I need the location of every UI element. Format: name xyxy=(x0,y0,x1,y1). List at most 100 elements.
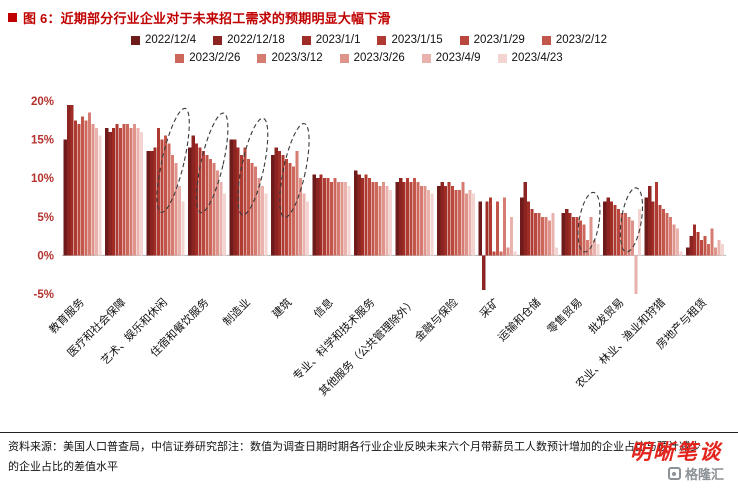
bar xyxy=(437,185,441,256)
bar xyxy=(565,209,569,256)
legend-label: 2023/2/26 xyxy=(189,52,241,64)
bar xyxy=(202,151,206,256)
bar xyxy=(413,178,417,256)
bar xyxy=(188,147,192,256)
bar xyxy=(191,135,195,256)
bar xyxy=(561,212,565,256)
bar xyxy=(378,185,382,256)
bar xyxy=(368,178,372,256)
bar xyxy=(675,228,680,256)
legend-label: 2023/3/12 xyxy=(271,52,323,64)
bar xyxy=(554,247,558,256)
bar xyxy=(662,209,666,256)
bar xyxy=(343,182,348,256)
bar xyxy=(482,255,486,291)
bar xyxy=(527,201,531,256)
bar xyxy=(125,124,130,256)
x-axis-category-label: 金融与保险 xyxy=(412,295,461,344)
bar xyxy=(606,197,610,256)
bar xyxy=(119,128,123,256)
bar xyxy=(319,174,323,256)
bar xyxy=(347,185,351,256)
bar xyxy=(492,251,496,256)
legend-item: 2023/2/12 xyxy=(541,34,607,46)
bar xyxy=(160,139,164,256)
bar xyxy=(157,128,161,256)
bar xyxy=(502,197,507,256)
bar xyxy=(696,232,700,256)
legend-swatch xyxy=(301,35,311,45)
bar xyxy=(295,151,299,256)
bar xyxy=(423,185,427,256)
x-axis-category-label: 批发贸易 xyxy=(585,295,626,336)
bar xyxy=(447,182,451,256)
legend-label: 2023/3/26 xyxy=(353,52,405,64)
bar xyxy=(236,147,240,256)
legend-label: 2022/12/18 xyxy=(227,34,285,46)
bar xyxy=(644,197,648,256)
bar xyxy=(592,239,597,256)
bar xyxy=(67,104,71,256)
bar xyxy=(499,251,503,256)
figure-title: 图 6：近期部分行业企业对于未来招工需求的预期明显大幅下滑 xyxy=(23,11,391,26)
bar xyxy=(630,220,635,256)
bar xyxy=(354,170,358,256)
bar xyxy=(547,220,552,256)
y-axis-tick-label: -5% xyxy=(34,289,54,301)
bar xyxy=(271,155,275,256)
bar xyxy=(440,182,444,256)
bar xyxy=(426,189,431,256)
legend-label: 2022/12/4 xyxy=(144,34,197,46)
bar xyxy=(537,212,541,256)
bar xyxy=(461,182,465,256)
legend-swatch xyxy=(541,35,551,45)
bar xyxy=(589,216,593,256)
bar xyxy=(94,128,99,256)
bar xyxy=(70,104,74,256)
legend-item: 2022/12/18 xyxy=(213,34,285,46)
bar xyxy=(253,166,258,256)
bar xyxy=(105,128,109,256)
bar xyxy=(513,251,517,256)
bar xyxy=(617,209,621,256)
bar xyxy=(174,162,178,256)
bar xyxy=(623,212,628,256)
bar xyxy=(596,243,600,256)
bar xyxy=(693,224,697,256)
bar xyxy=(357,174,361,256)
bar xyxy=(240,155,244,256)
bar xyxy=(648,185,652,256)
x-axis-category-label: 信息 xyxy=(310,295,335,320)
y-axis-tick-label: 0% xyxy=(37,250,54,262)
bar xyxy=(298,178,303,256)
bar xyxy=(281,155,285,256)
chart-legend: 2022/12/4 2022/12/18 2023/1/1 2023/1/15 2023… xyxy=(0,34,738,64)
legend-label: 2023/4/23 xyxy=(511,52,563,64)
bar xyxy=(496,201,500,256)
x-axis-category-label: 制造业 xyxy=(220,295,253,328)
bar xyxy=(177,185,182,256)
bar xyxy=(703,236,707,256)
legend-item: 2023/4/23 xyxy=(497,52,563,64)
bar xyxy=(457,189,462,256)
bar xyxy=(305,201,309,256)
bar xyxy=(585,239,590,256)
highlight-ellipse xyxy=(237,117,269,216)
bar xyxy=(333,178,337,256)
bar xyxy=(444,185,448,256)
bar xyxy=(706,243,711,256)
legend-item: 2023/3/12 xyxy=(257,52,323,64)
bar xyxy=(478,201,482,256)
figure-header: 图 6：近期部分行业企业对于未来招工需求的预期明显大幅下滑 xyxy=(8,8,391,27)
bar xyxy=(170,155,175,256)
bar xyxy=(198,147,202,256)
gelonghui-logo-icon xyxy=(667,467,681,480)
bar xyxy=(112,128,116,256)
bar xyxy=(658,205,662,256)
bar xyxy=(136,128,140,256)
bar xyxy=(419,185,424,256)
bar xyxy=(285,158,289,256)
legend-item: 2022/12/4 xyxy=(130,34,197,46)
bar xyxy=(146,151,150,256)
y-axis-tick-label: 5% xyxy=(37,212,54,224)
